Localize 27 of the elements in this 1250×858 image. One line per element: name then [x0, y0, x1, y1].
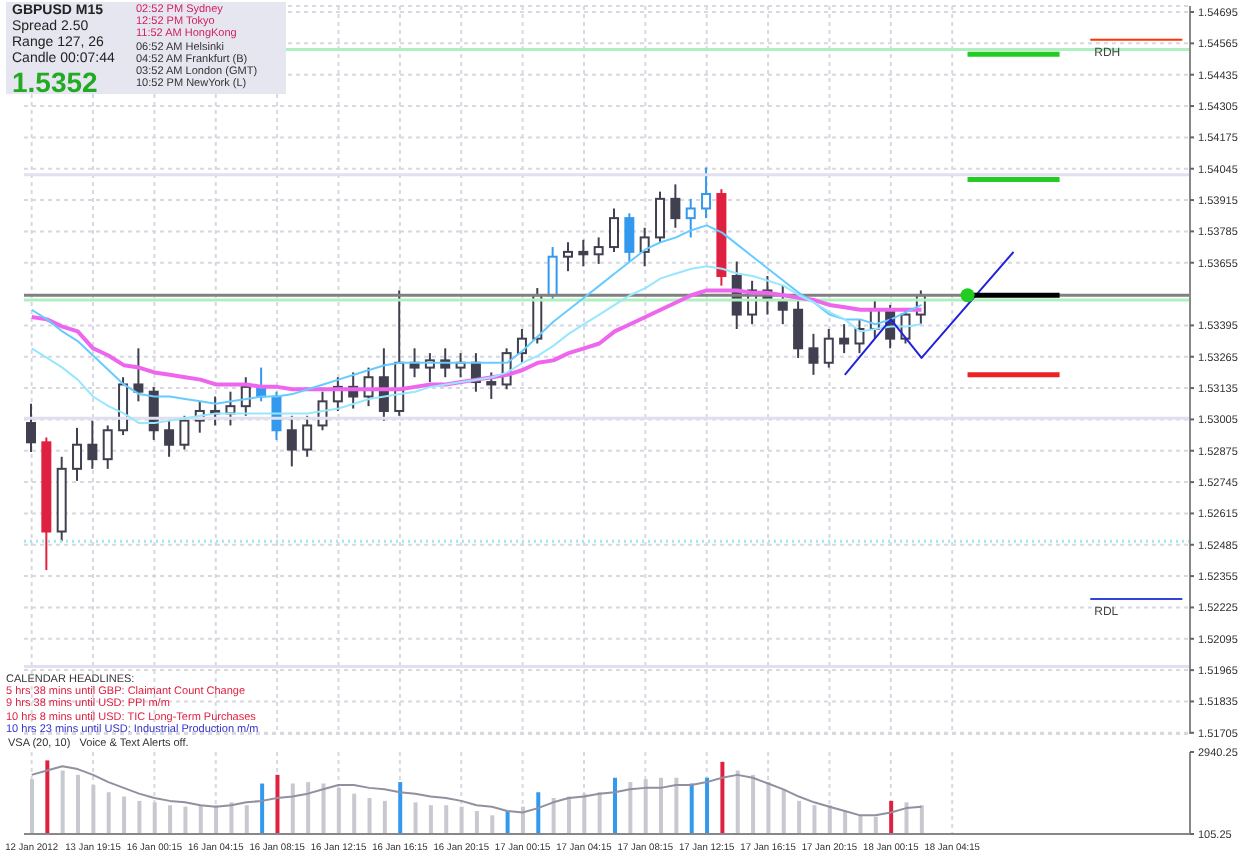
candlestick	[486, 371, 497, 400]
candlestick	[655, 190, 666, 244]
candlestick	[286, 414, 297, 468]
candlestick	[609, 207, 619, 253]
candlestick	[593, 236, 604, 265]
candlestick	[72, 426, 83, 482]
candlestick	[685, 197, 696, 239]
candlestick	[808, 332, 819, 376]
candlestick	[87, 419, 98, 470]
candlestick	[547, 246, 558, 302]
candlestick	[823, 328, 834, 369]
candlestick	[562, 241, 573, 273]
candlestick	[624, 212, 635, 263]
candlestick	[639, 226, 650, 268]
candlestick	[133, 347, 144, 403]
line-series	[30, 765, 923, 817]
candlestick	[164, 419, 175, 458]
candlestick	[102, 424, 113, 470]
annotation: 1.5352	[12, 66, 100, 98]
candlestick	[578, 238, 589, 268]
candlestick	[302, 414, 313, 458]
line-series	[843, 250, 1015, 376]
candlestick	[670, 183, 681, 229]
candlestick	[179, 414, 190, 451]
candlestick	[26, 402, 36, 453]
candlestick	[839, 323, 850, 355]
candlestick	[701, 166, 712, 220]
